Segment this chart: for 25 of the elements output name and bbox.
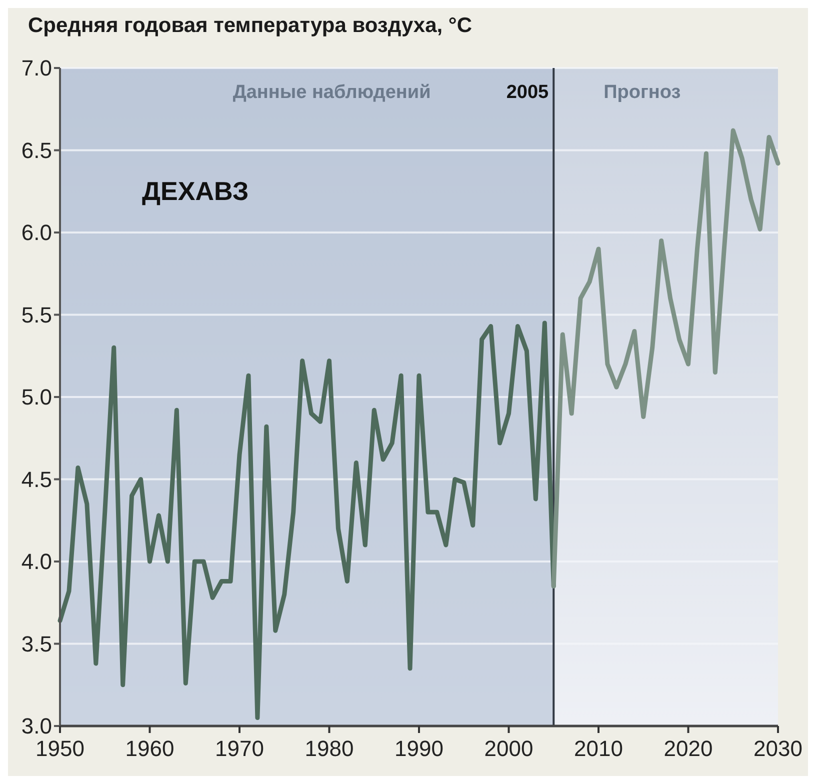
y-tick-label: 6.0 <box>21 220 52 246</box>
x-tick-label: 1980 <box>304 736 354 761</box>
annotation: Прогноз <box>604 82 681 103</box>
x-tick-label: 1990 <box>394 736 444 761</box>
x-tick-label: 2000 <box>484 736 534 761</box>
y-tick-label: 3.5 <box>21 631 52 656</box>
chart-title: Средняя годовая температура воздуха, °C <box>28 14 472 37</box>
y-tick-label: 6.5 <box>21 138 52 163</box>
x-tick-label: 1960 <box>125 736 174 761</box>
x-tick-label: 1970 <box>215 736 264 761</box>
y-tick-label: 4.0 <box>21 549 52 574</box>
x-tick-label: 1950 <box>36 736 84 761</box>
y-tick-label: 5.5 <box>21 302 52 328</box>
x-tick-label: 2010 <box>574 736 623 761</box>
y-tick-label: 4.5 <box>21 466 52 492</box>
ref-line-label: 2005 <box>506 82 550 103</box>
x-tick-label: 2030 <box>754 736 802 761</box>
y-tick-label: 3.0 <box>21 714 52 739</box>
y-tick-label: 7.0 <box>21 56 52 81</box>
annotation: ДЕХАВЗ <box>142 176 249 206</box>
band-label: Данные наблюдений <box>232 82 431 103</box>
line-series <box>58 320 556 720</box>
line-series <box>551 128 780 588</box>
x-tick-label: 2020 <box>664 736 713 761</box>
y-tick-label: 5.0 <box>21 384 52 410</box>
